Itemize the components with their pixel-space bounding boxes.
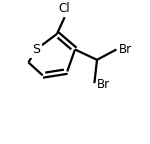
Text: Cl: Cl [59,2,70,15]
Text: Br: Br [119,43,132,56]
Text: Br: Br [97,78,110,91]
Text: S: S [32,43,40,56]
